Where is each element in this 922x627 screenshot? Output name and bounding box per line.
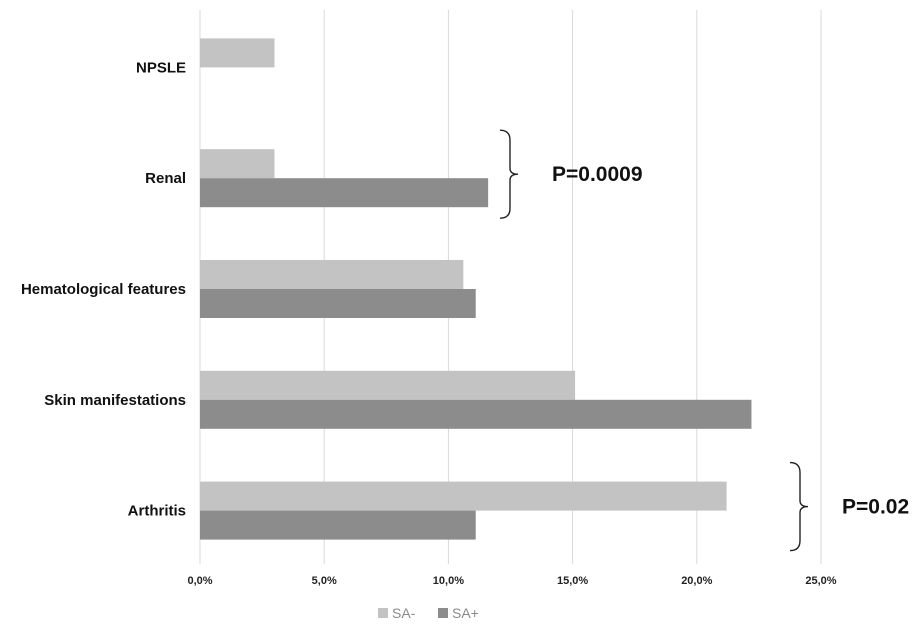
x-tick-label: 5,0% (312, 575, 337, 587)
bar-SAplus (200, 399, 752, 429)
x-tick-label: 0,0% (187, 575, 212, 587)
bar-SAplus (200, 510, 476, 540)
category-labels: NPSLE Renal Hematological features Skin man… (21, 59, 186, 519)
bars (200, 38, 752, 540)
x-tick-label: 20,0% (681, 575, 712, 587)
bar-SAminus (200, 38, 275, 68)
bar-SAminus (200, 481, 727, 511)
significance-bracket (789, 461, 809, 552)
bar-SAminus (200, 260, 464, 289)
legend-swatch (378, 608, 388, 618)
x-tick-label: 25,0% (805, 575, 836, 587)
significance-bracket (499, 129, 519, 219)
p-value-annotation: P=0.0009 (552, 163, 643, 186)
x-tick-label: 10,0% (433, 575, 464, 587)
category-label: Skin manifestations (44, 392, 186, 409)
x-axis-ticks: 0,0% 5,0% 10,0% 15,0% 20,0% 25,0% (187, 575, 836, 587)
p-value-annotation: P=0.02 (842, 496, 909, 519)
category-label: Hematological features (21, 281, 186, 298)
legend: SA- SA+ (378, 605, 479, 621)
bar-SAminus (200, 370, 576, 400)
x-tick-label: 15,0% (557, 575, 588, 587)
annotations: P=0.0009 P=0.02 (499, 129, 909, 552)
bar-SAplus (200, 289, 476, 318)
legend-label: SA+ (452, 605, 479, 621)
category-label: NPSLE (136, 59, 186, 76)
bar-SAplus (200, 178, 489, 208)
category-label: Renal (145, 170, 186, 187)
category-label: Arthritis (128, 503, 186, 520)
legend-label: SA- (392, 605, 416, 621)
legend-swatch (438, 608, 448, 618)
bar-SAminus (200, 149, 275, 179)
